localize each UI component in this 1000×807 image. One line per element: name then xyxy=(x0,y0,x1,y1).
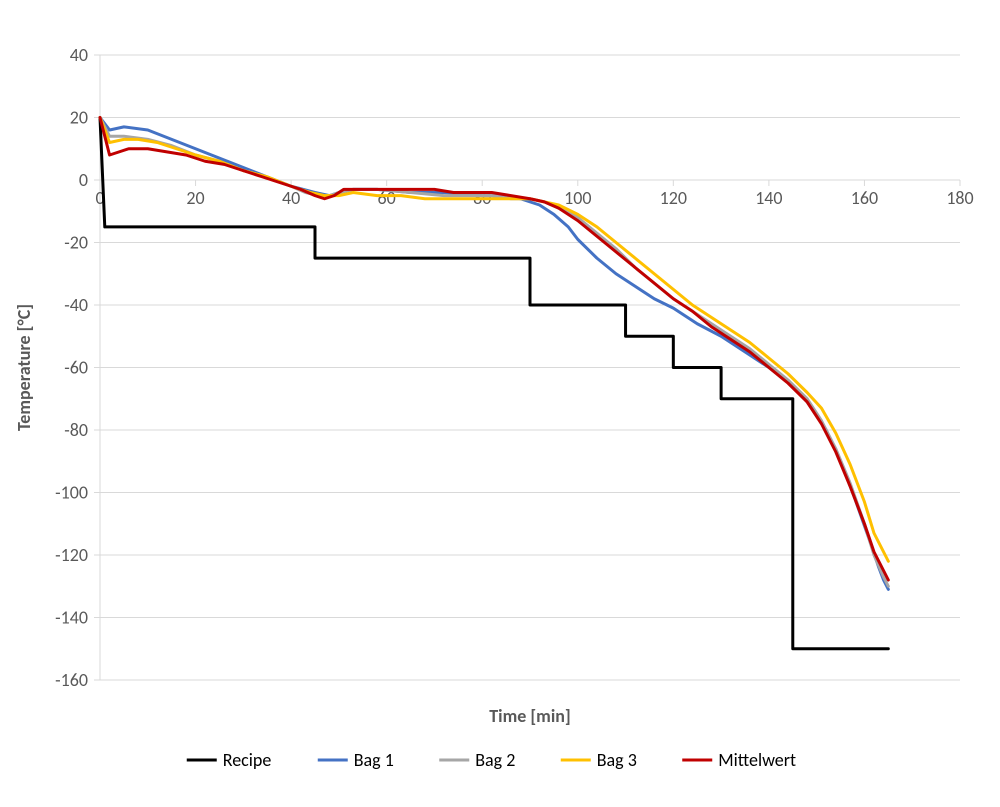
y-tick-label: -140 xyxy=(55,607,88,629)
y-tick-label: -120 xyxy=(55,544,88,566)
x-tick-label: 120 xyxy=(660,187,687,209)
x-tick-label: 140 xyxy=(755,187,782,209)
y-axis-label: Temperature [°C] xyxy=(13,304,35,431)
legend-label-bag-1: Bag 1 xyxy=(354,749,394,771)
y-tick-label: 40 xyxy=(70,44,88,66)
y-tick-label: -60 xyxy=(64,357,88,379)
y-tick-label: 20 xyxy=(70,107,88,129)
x-axis-label: Time [min] xyxy=(489,705,571,727)
legend-label-recipe: Recipe xyxy=(223,749,272,771)
line-chart: 020406080100120140160180-160-140-120-100… xyxy=(0,0,1000,807)
x-tick-label: 180 xyxy=(946,187,973,209)
y-tick-label: 0 xyxy=(79,169,88,191)
legend-label-mittelwert: Mittelwert xyxy=(718,749,796,771)
y-tick-label: -40 xyxy=(64,294,88,316)
x-tick-label: 20 xyxy=(186,187,204,209)
y-tick-label: -160 xyxy=(55,669,88,691)
y-tick-label: -100 xyxy=(55,482,88,504)
legend-label-bag-2: Bag 2 xyxy=(475,749,515,771)
y-tick-label: -80 xyxy=(64,419,88,441)
x-tick-label: 160 xyxy=(851,187,878,209)
chart-container: 020406080100120140160180-160-140-120-100… xyxy=(0,0,1000,807)
legend-label-bag-3: Bag 3 xyxy=(597,749,637,771)
x-tick-label: 100 xyxy=(564,187,591,209)
y-tick-label: -20 xyxy=(64,232,88,254)
